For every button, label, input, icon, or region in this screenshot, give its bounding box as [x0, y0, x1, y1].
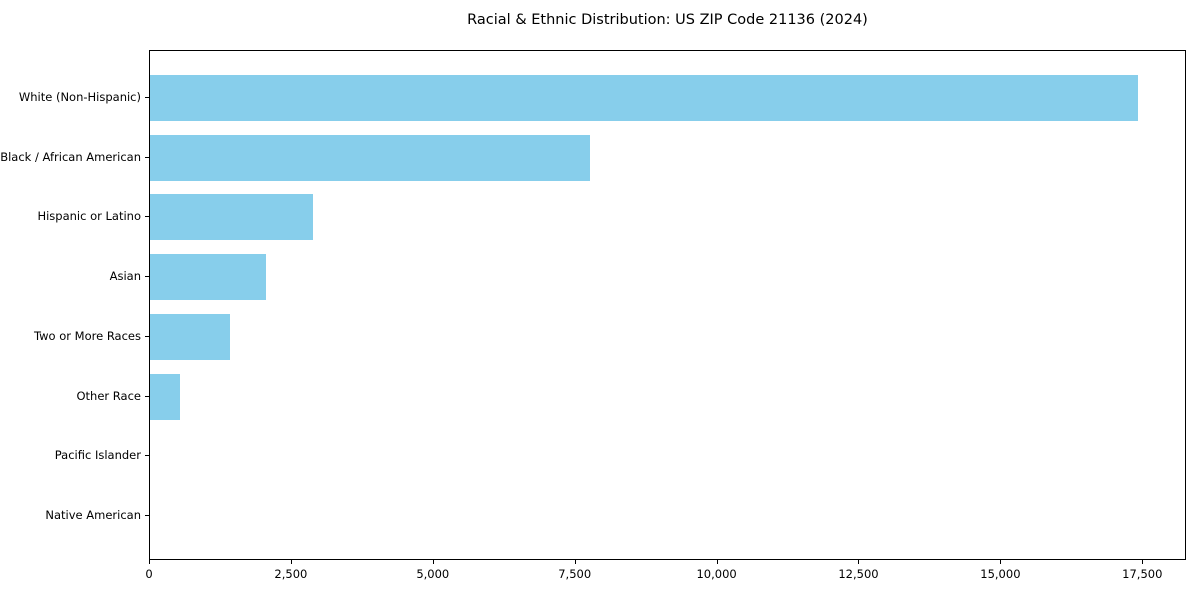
x-tick — [432, 560, 434, 564]
y-tick-label-black-african-american: Black / African American — [0, 149, 141, 164]
y-tick — [145, 335, 149, 337]
bar-other-race — [150, 373, 181, 420]
bar-asian — [150, 254, 267, 301]
y-tick-label-asian: Asian — [109, 269, 141, 284]
x-tick — [716, 560, 718, 564]
x-tick-label-12500: 12,500 — [838, 567, 879, 581]
y-tick-label-white-non-hispanic: White (Non-Hispanic) — [18, 90, 141, 104]
y-tick — [145, 276, 149, 278]
bar-hispanic-or-latino — [150, 194, 313, 241]
bar-white-non-hispanic — [150, 75, 1138, 121]
x-tick-label-5000: 5,000 — [416, 567, 450, 581]
y-tick-label-two-or-more-races: Two or More Races — [34, 328, 141, 343]
y-tick — [145, 395, 149, 397]
x-tick — [149, 560, 150, 564]
x-tick-label-15000: 15,000 — [980, 567, 1021, 581]
x-tick-label-17500: 17,500 — [1122, 567, 1163, 581]
y-tick-label-other-race: Other Race — [76, 388, 142, 403]
y-tick-label-pacific-islander: Pacific Islander — [54, 448, 141, 463]
x-tick-label-0: 0 — [145, 567, 153, 581]
x-tick-label-10000: 10,000 — [696, 567, 737, 581]
y-tick — [145, 216, 149, 218]
y-tick-label-hispanic-or-latino: Hispanic or Latino — [37, 209, 141, 224]
chart-title: Racial & Ethnic Distribution: US ZIP Cod… — [467, 12, 868, 28]
x-tick — [290, 560, 292, 564]
plot-area — [149, 50, 1186, 560]
x-tick — [1000, 560, 1002, 564]
bar-two-or-more-races — [150, 313, 231, 360]
y-tick-label-native-american: Native American — [45, 507, 141, 522]
y-tick — [145, 455, 149, 457]
x-tick-label-2500: 2,500 — [274, 567, 308, 581]
x-tick-label-7500: 7,500 — [558, 567, 592, 581]
y-tick — [145, 97, 149, 98]
x-tick — [574, 560, 576, 564]
x-tick — [1142, 560, 1144, 564]
y-tick — [145, 156, 149, 158]
x-tick — [858, 560, 860, 564]
y-tick — [145, 514, 149, 516]
bar-black-african-american — [150, 134, 590, 181]
